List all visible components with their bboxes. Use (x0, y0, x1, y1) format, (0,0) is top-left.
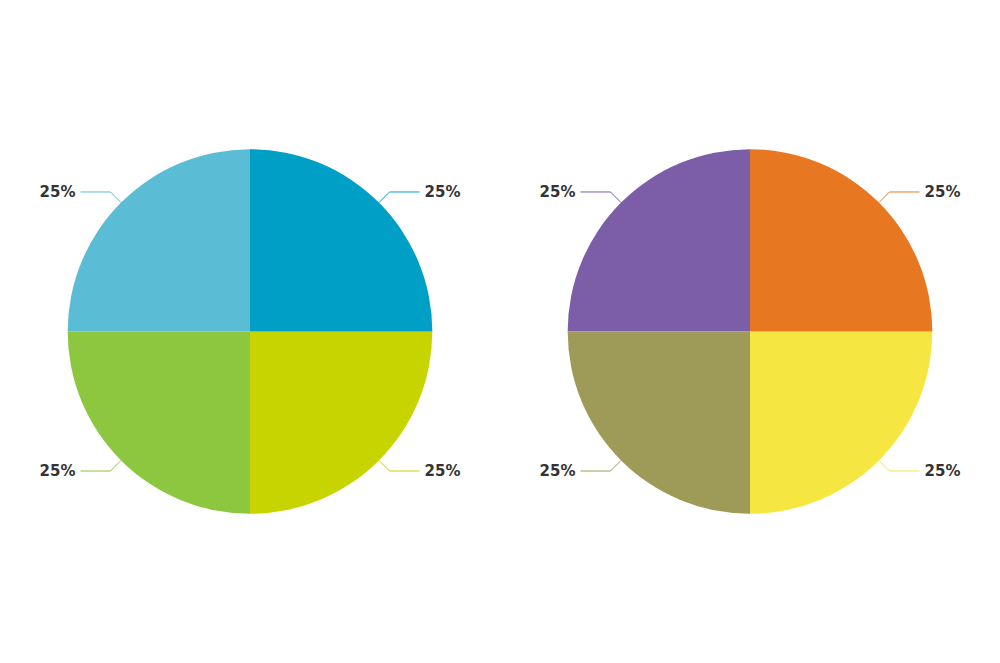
svg-text:25%: 25% (925, 462, 961, 480)
svg-text:25%: 25% (40, 462, 76, 480)
svg-text:25%: 25% (425, 183, 461, 201)
svg-text:25%: 25% (925, 183, 961, 201)
svg-text:25%: 25% (425, 462, 461, 480)
svg-text:25%: 25% (40, 183, 76, 201)
svg-text:25%: 25% (540, 462, 576, 480)
svg-text:25%: 25% (540, 183, 576, 201)
